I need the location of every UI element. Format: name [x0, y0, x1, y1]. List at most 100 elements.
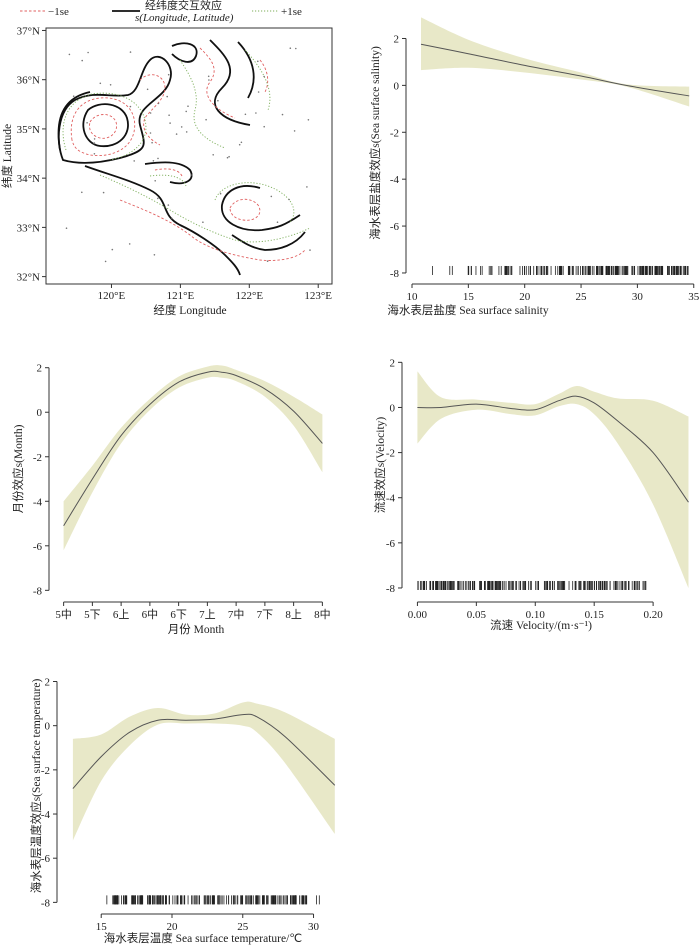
- contour-sample-point: [157, 157, 159, 160]
- contour-sample-point: [288, 198, 290, 201]
- contour-sample-point: [72, 95, 75, 97]
- month-x-tick-label: 7上: [199, 608, 216, 621]
- contour-sample-point: [207, 75, 210, 78]
- contour-sample-point: [240, 141, 243, 144]
- month-y-tick-label: 2: [37, 363, 43, 375]
- contour-y-tick-label: 33°N: [17, 222, 40, 234]
- salinity-x-tick-label: 25: [576, 291, 588, 303]
- contour-minus-4: [199, 47, 236, 119]
- contour-sample-point: [289, 47, 292, 49]
- contour-sample-point: [185, 131, 188, 133]
- contour-sample-point: [307, 119, 310, 121]
- contour-plus-3: [244, 49, 271, 111]
- contour-sample-point: [169, 122, 171, 124]
- contour-sample-point: [111, 248, 114, 251]
- velocity-confidence-band: [417, 371, 689, 588]
- contour-lines: [57, 39, 311, 276]
- velocity-x-tick-label: 0.00: [408, 609, 428, 621]
- contour-sample-point: [217, 99, 219, 102]
- contour-y-label: 纬度 Latitude: [0, 124, 14, 188]
- contour-sample-point: [238, 143, 241, 146]
- temperature-y-tick-label: -6: [41, 853, 51, 865]
- temperature-x-tick-label: 25: [237, 921, 249, 933]
- contour-y-tick-label: 36°N: [17, 75, 40, 87]
- month-y-tick-label: -4: [33, 496, 43, 508]
- contour-sample-point: [154, 180, 156, 182]
- salinity-y-tick-label: 2: [394, 33, 400, 45]
- velocity-y-tick-label: -2: [386, 448, 395, 460]
- temperature-y-tick-label: -2: [41, 765, 50, 777]
- velocity-x-label: 流速 Velocity/(m·s⁻¹): [490, 618, 592, 632]
- velocity-smooth-curve: [417, 395, 689, 503]
- contour-sample-point: [276, 221, 279, 223]
- contour-sample-point: [263, 125, 266, 128]
- month-x-tick-label: 7中: [228, 608, 245, 621]
- contour-plus-1: [62, 92, 147, 161]
- contour-sample-points: [65, 47, 311, 263]
- contour-x-tick-label: 123°E: [304, 290, 332, 302]
- contour-sample-point: [133, 160, 135, 162]
- temperature-x-tick-label: 30: [308, 921, 320, 933]
- temperature-y-label: 海水表层温度效应s(Sea surface temperature): [29, 679, 43, 894]
- contour-sample-point: [81, 59, 83, 62]
- contour-sample-point: [270, 195, 273, 198]
- contour-line-west-edge: [57, 91, 91, 151]
- contour-sample-point: [309, 249, 311, 251]
- month-x-tick-label: 6上: [113, 608, 130, 621]
- month-y-label: 月份效应s(Month): [11, 424, 25, 513]
- legend-main-subtitle: s(Longitude, Latitude): [135, 12, 234, 24]
- contour-line-south-west: [84, 165, 241, 276]
- month-y-tick-label: -8: [33, 585, 43, 597]
- velocity-y-tick-label: -6: [386, 538, 396, 550]
- month-x-axis: 5中 5下 6上 6中 6下 7上 7中 7下 8上 8中: [55, 601, 331, 621]
- contour-sample-point: [228, 155, 230, 158]
- month-smooth-curve: [63, 370, 323, 527]
- salinity-confidence-band: [421, 17, 690, 107]
- temperature-x-tick-label: 20: [166, 921, 178, 933]
- velocity-y-tick-label: 2: [390, 357, 396, 369]
- contour-sample-point: [93, 138, 96, 140]
- velocity-y-tick-label: -4: [386, 493, 396, 505]
- contour-sample-point: [86, 122, 88, 124]
- velocity-x-tick-label: 0.15: [585, 609, 605, 621]
- contour-sample-point: [226, 156, 229, 159]
- contour-minus-3: [139, 74, 166, 146]
- month-confidence-band: [63, 365, 323, 551]
- contour-sample-point: [293, 130, 296, 132]
- contour-x-tick-label: 121°E: [167, 290, 195, 302]
- contour-x-tick-label: 120°E: [98, 290, 126, 302]
- salinity-x-tick-label: 20: [519, 291, 531, 303]
- contour-sample-point: [175, 133, 178, 135]
- temperature-y-axis: -8 -6 -4 -2 0 2: [41, 677, 58, 909]
- contour-y-axis: 32°N 33°N 34°N 35°N 36°N 37°N: [17, 25, 46, 284]
- contour-plus-2: [179, 59, 226, 149]
- contour-sample-point: [171, 217, 173, 220]
- contour-legend: −1se 经纬度交互效应 s(Longitude, Latitude) +1se: [20, 0, 302, 24]
- contour-sample-point: [168, 114, 170, 116]
- month-x-tick-label: 6中: [142, 608, 159, 621]
- contour-sample-point: [152, 160, 155, 162]
- contour-line-south-east: [221, 185, 301, 232]
- salinity-x-tick-label: 15: [463, 291, 475, 303]
- month-y-tick-label: -6: [33, 541, 43, 553]
- contour-sample-point: [146, 88, 149, 91]
- velocity-y-tick-label: 0: [390, 402, 396, 414]
- contour-sample-point: [68, 53, 71, 56]
- salinity-y-tick-label: 0: [394, 80, 400, 92]
- contour-sample-point: [205, 118, 207, 121]
- salinity-y-tick-label: -6: [390, 221, 400, 233]
- contour-minus-5: [154, 168, 183, 177]
- contour-sample-point: [208, 79, 210, 81]
- contour-x-axis: 120°E 121°E 122°E 123°E: [98, 284, 332, 302]
- panel-salinity: -8 -6 -4 -2 0 2 10 15 20 25 30 35 海水表层盐度 Sea surface…: [368, 17, 700, 317]
- panel-temperature: -8 -6 -4 -2 0 2 15 20 25 30 海水表层温度 Sea surface tem…: [29, 677, 336, 945]
- contour-plot-frame: [45, 27, 333, 285]
- contour-sample-point: [167, 204, 170, 206]
- temperature-rug: [106, 895, 320, 905]
- contour-sample-point: [191, 174, 193, 176]
- contour-sample-point: [266, 260, 269, 263]
- contour-sample-point: [65, 227, 68, 229]
- contour-sample-point: [180, 126, 183, 128]
- contour-line-middle: [144, 161, 193, 185]
